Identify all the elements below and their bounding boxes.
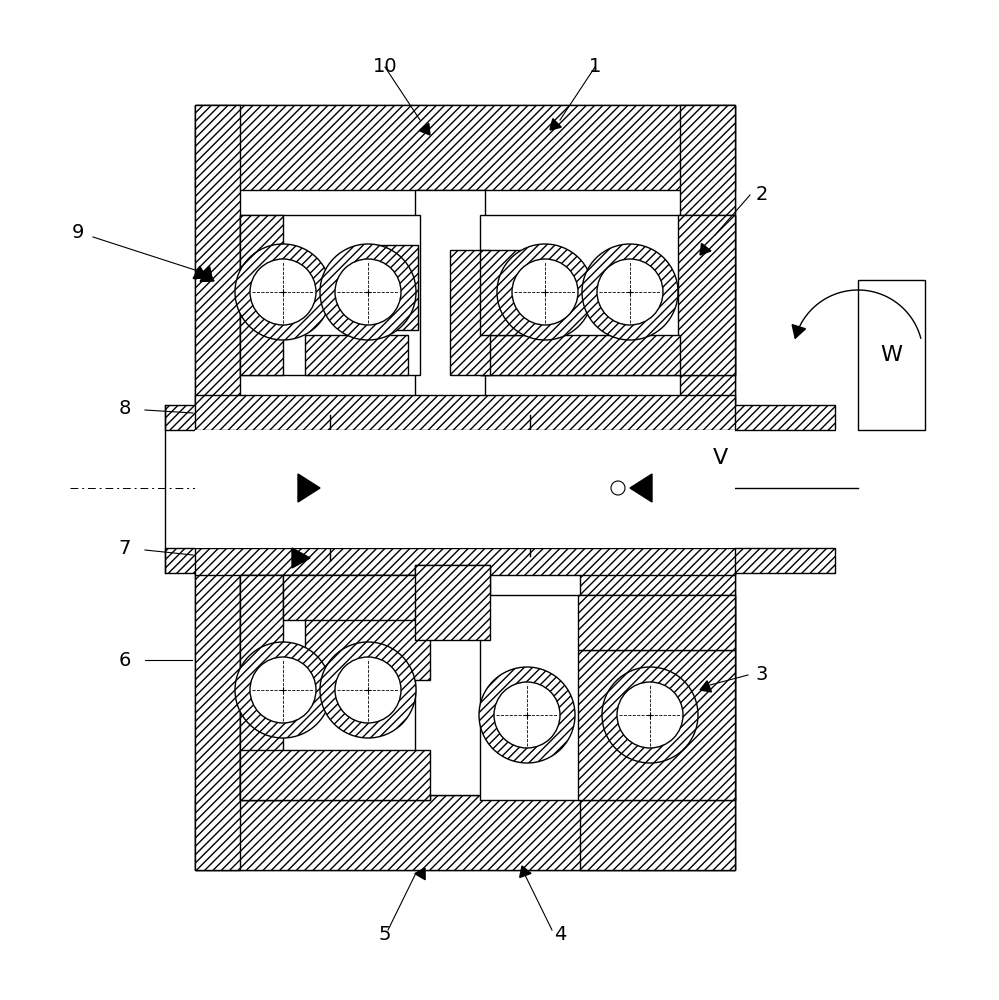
Bar xyxy=(578,650,735,800)
Polygon shape xyxy=(298,474,320,502)
Ellipse shape xyxy=(479,667,575,763)
Polygon shape xyxy=(193,266,207,279)
Text: 10: 10 xyxy=(373,57,398,77)
Text: V: V xyxy=(712,448,727,468)
Bar xyxy=(195,555,735,870)
Bar xyxy=(305,335,408,375)
Bar xyxy=(195,795,735,870)
Polygon shape xyxy=(200,269,214,281)
Bar xyxy=(678,215,735,375)
Bar xyxy=(240,575,430,800)
Text: 4: 4 xyxy=(553,926,566,944)
Circle shape xyxy=(611,481,625,495)
Bar xyxy=(578,595,735,650)
Bar xyxy=(195,430,735,548)
Bar xyxy=(240,215,420,375)
Bar xyxy=(480,250,550,335)
Bar xyxy=(165,548,835,573)
Bar xyxy=(283,575,430,620)
Bar xyxy=(195,548,735,575)
Bar xyxy=(165,405,835,430)
Bar xyxy=(195,555,240,870)
Bar xyxy=(450,250,490,375)
Polygon shape xyxy=(415,868,426,880)
Bar xyxy=(195,105,240,415)
Bar xyxy=(305,600,430,680)
Polygon shape xyxy=(700,681,711,692)
Bar xyxy=(240,575,283,800)
Bar xyxy=(195,105,735,190)
Ellipse shape xyxy=(582,244,678,340)
Bar xyxy=(858,280,925,430)
Text: 8: 8 xyxy=(119,398,131,418)
Bar xyxy=(195,430,735,548)
Polygon shape xyxy=(630,474,652,502)
Text: 9: 9 xyxy=(72,223,84,241)
Ellipse shape xyxy=(494,682,560,748)
Ellipse shape xyxy=(235,642,331,738)
Bar xyxy=(415,190,485,415)
Bar xyxy=(680,105,735,415)
Ellipse shape xyxy=(512,259,578,325)
Bar xyxy=(240,750,430,800)
Bar xyxy=(415,565,490,640)
Polygon shape xyxy=(792,325,805,338)
Polygon shape xyxy=(550,119,561,130)
Ellipse shape xyxy=(250,657,316,723)
Text: 3: 3 xyxy=(756,666,768,684)
Bar xyxy=(358,245,418,330)
Ellipse shape xyxy=(235,244,331,340)
Ellipse shape xyxy=(335,657,401,723)
Text: 5: 5 xyxy=(379,926,392,944)
Ellipse shape xyxy=(497,244,593,340)
Polygon shape xyxy=(519,866,531,877)
Bar xyxy=(480,335,680,375)
Polygon shape xyxy=(201,267,212,278)
Bar xyxy=(580,555,735,870)
Text: 2: 2 xyxy=(756,186,768,205)
Ellipse shape xyxy=(602,667,698,763)
Ellipse shape xyxy=(597,259,663,325)
Bar xyxy=(195,395,735,430)
Bar xyxy=(415,565,490,795)
Ellipse shape xyxy=(250,259,316,325)
Text: W: W xyxy=(880,345,902,365)
Ellipse shape xyxy=(617,682,683,748)
Polygon shape xyxy=(420,123,430,135)
Text: 7: 7 xyxy=(119,538,131,558)
Ellipse shape xyxy=(335,259,401,325)
Polygon shape xyxy=(700,243,711,255)
Bar xyxy=(480,595,735,800)
Polygon shape xyxy=(292,548,310,568)
Bar xyxy=(480,215,735,375)
Bar xyxy=(240,215,283,375)
Bar xyxy=(195,105,735,415)
Ellipse shape xyxy=(320,244,416,340)
Ellipse shape xyxy=(320,642,416,738)
Text: 6: 6 xyxy=(119,650,131,670)
Text: 1: 1 xyxy=(588,57,601,77)
